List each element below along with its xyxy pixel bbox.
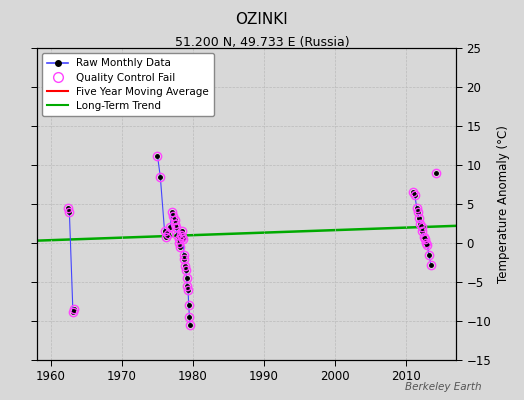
Y-axis label: Temperature Anomaly (°C): Temperature Anomaly (°C) — [497, 125, 510, 283]
Text: OZINKI: OZINKI — [236, 12, 288, 27]
Text: Berkeley Earth: Berkeley Earth — [406, 382, 482, 392]
Legend: Raw Monthly Data, Quality Control Fail, Five Year Moving Average, Long-Term Tren: Raw Monthly Data, Quality Control Fail, … — [42, 53, 214, 116]
Text: 51.200 N, 49.733 E (Russia): 51.200 N, 49.733 E (Russia) — [174, 36, 350, 49]
